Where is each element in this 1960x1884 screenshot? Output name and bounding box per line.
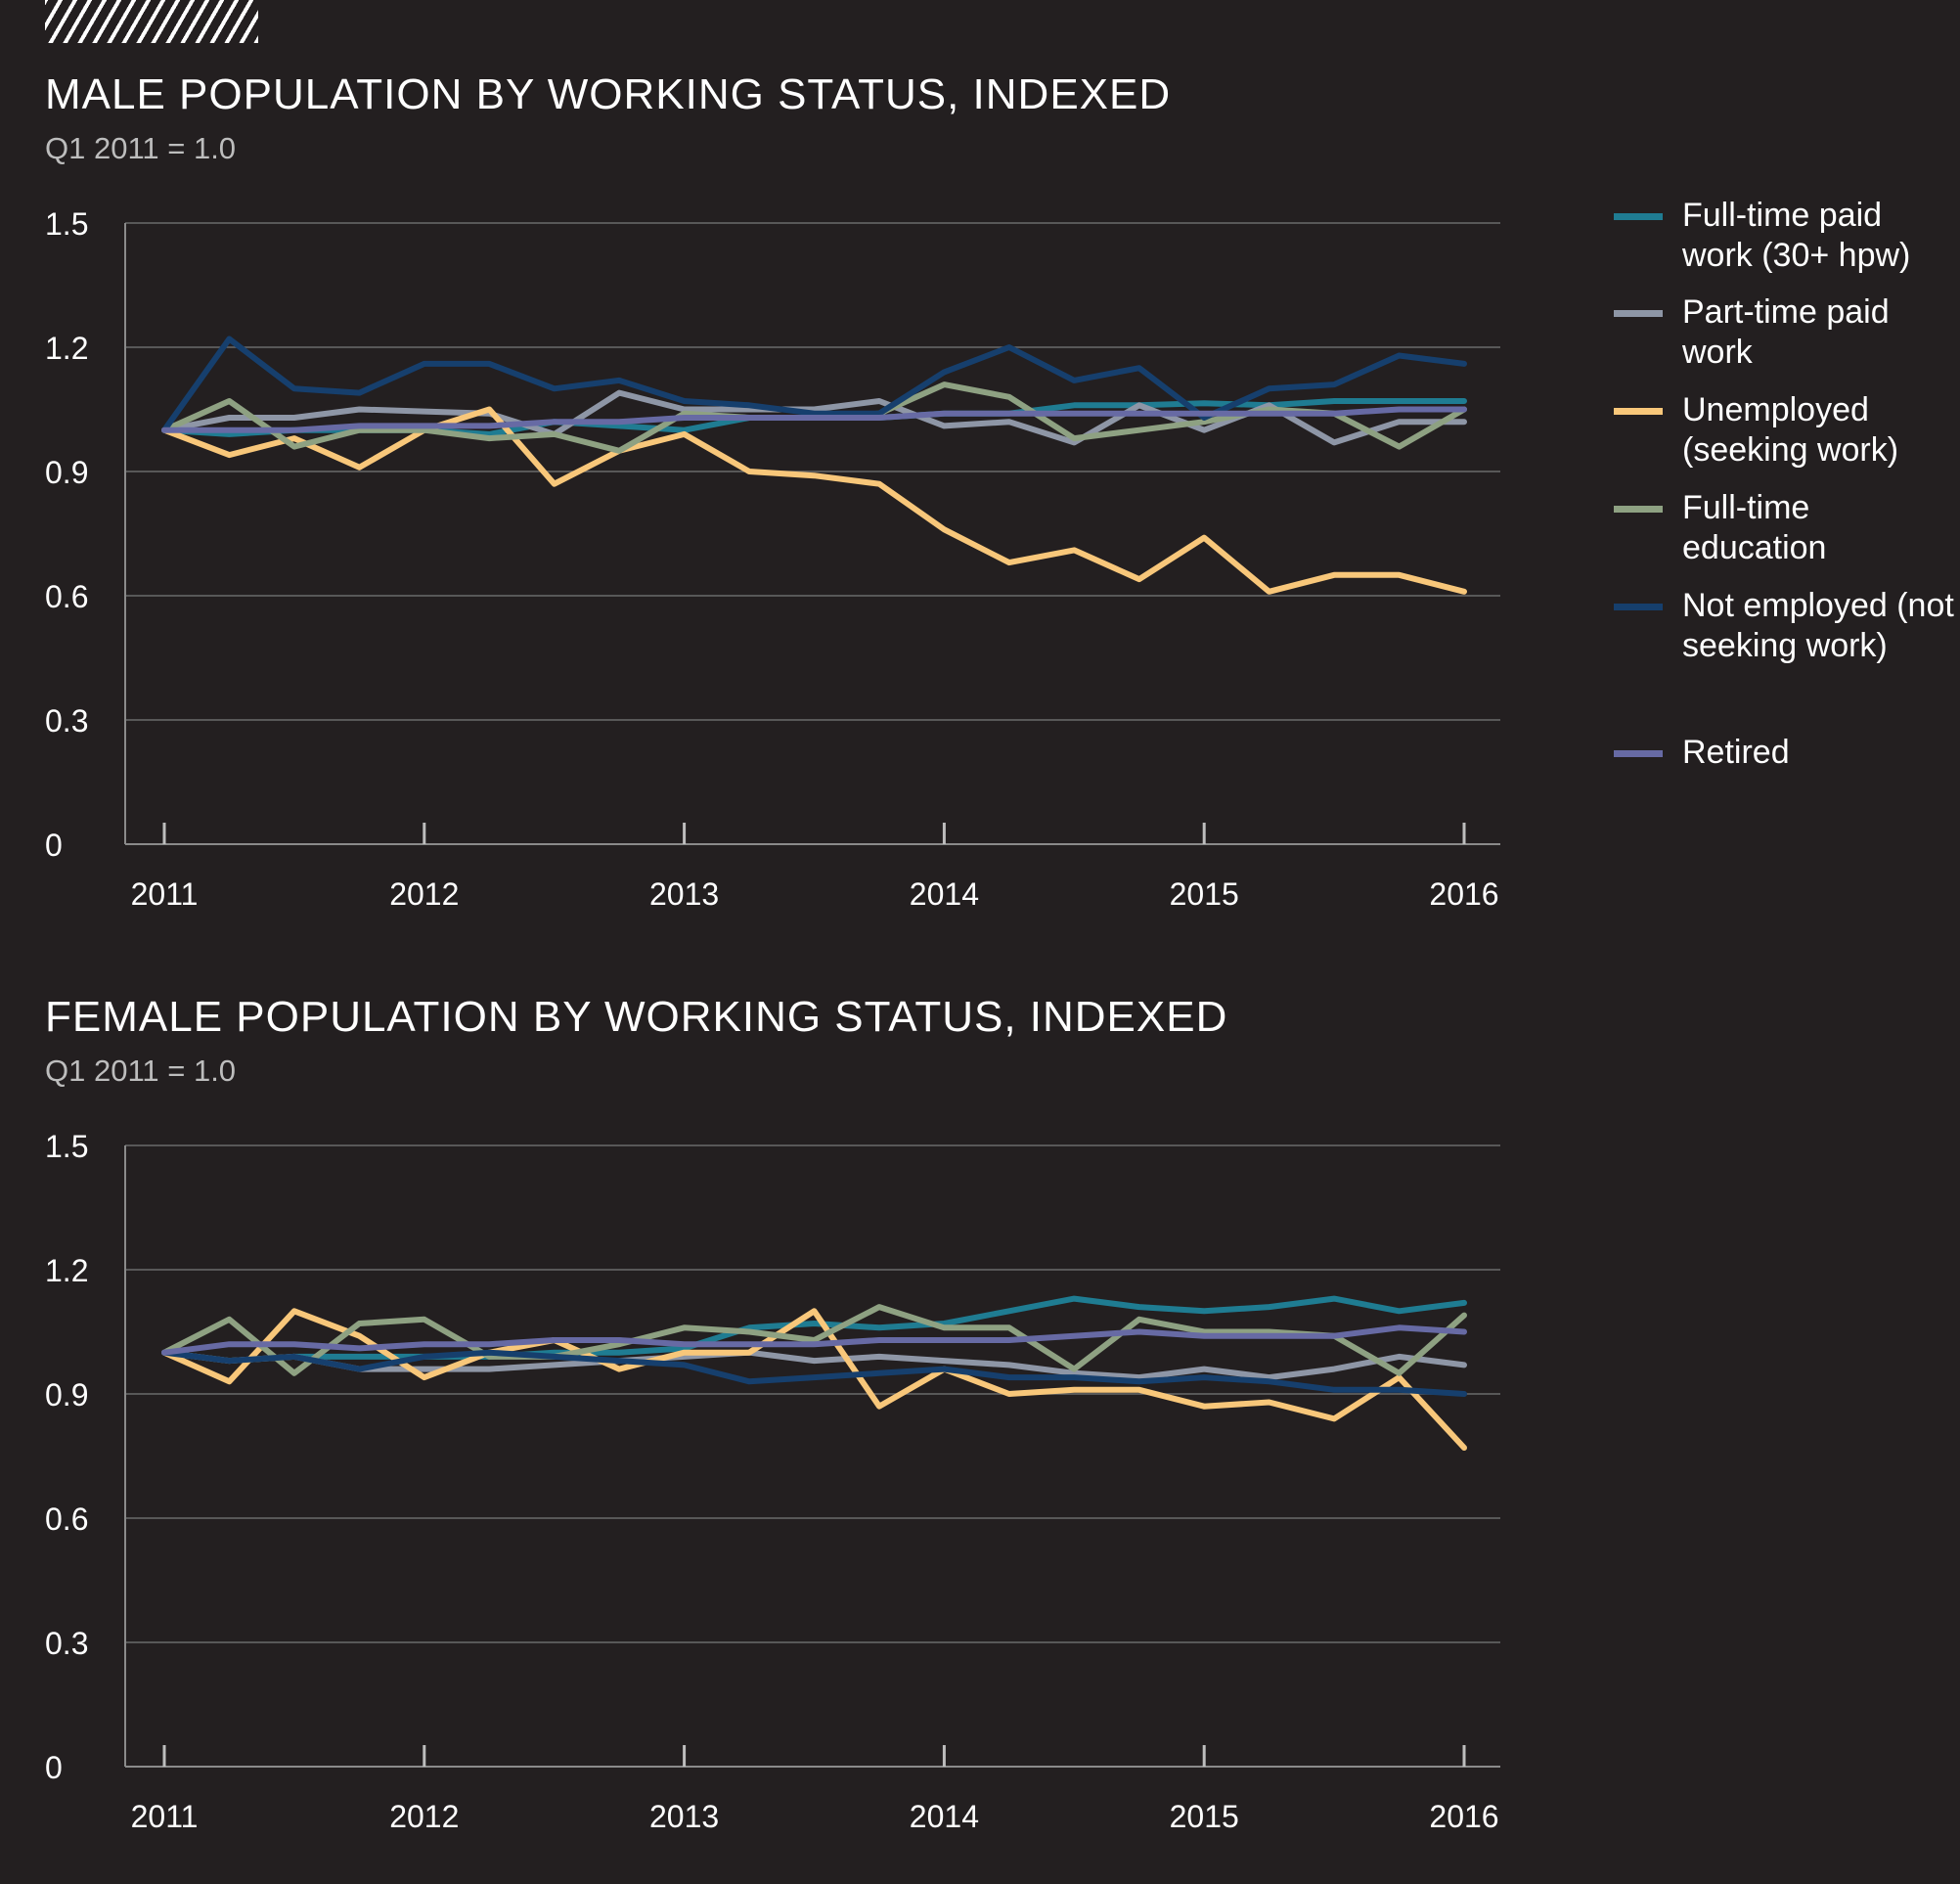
legend-swatch: [1614, 750, 1663, 757]
female-line-chart: 0 0.3 0.6 0.9 1.2 1.5 2011 2012 2013 2014 2015 2016: [45, 1129, 1500, 1834]
y-tick-label: 1.2: [45, 1253, 88, 1288]
legend-item-retired: Retired: [1614, 733, 1956, 782]
legend-item-not-employed: Not employed (not seeking work): [1614, 586, 1956, 733]
x-tick-label: 2015: [1170, 1799, 1239, 1834]
legend-label: Unemployed (seeking work): [1682, 391, 1899, 469]
x-tick-label: 2014: [910, 1799, 979, 1834]
legend-label: Part-time paid work: [1682, 293, 1890, 371]
legend-swatch: [1614, 604, 1663, 610]
y-tick-label: 0.6: [45, 1502, 88, 1537]
legend-item-part-time-paid-work: Part-time paid work: [1614, 292, 1956, 390]
male-line-chart: 0 0.3 0.6 0.9 1.2 1.5 2011 2012 2013 2014 2015 2016: [45, 206, 1500, 912]
decorative-hatch: [45, 0, 258, 43]
series-line-not-employed-not-seeking-work: [161, 336, 1467, 433]
legend: Full-time paid work (30+ hpw) Part-time …: [1614, 196, 1956, 782]
series-line-part-time-paid-work: [161, 1349, 1467, 1381]
x-tick-label: 2011: [131, 876, 199, 912]
y-tick-label: 0: [45, 828, 63, 863]
series-line-unemployed-seeking-work: [161, 406, 1467, 595]
x-tick-label: 2012: [389, 1799, 459, 1834]
x-tick-label: 2012: [389, 876, 459, 912]
series-line-full-time-paid-work-30-hpw: [161, 1295, 1467, 1365]
y-tick-label: 0.3: [45, 1626, 88, 1661]
x-tick-label: 2011: [131, 1799, 199, 1834]
series-line-retired: [161, 406, 1467, 433]
legend-swatch: [1614, 310, 1663, 317]
legend-label: Full-time paid work (30+ hpw): [1682, 197, 1911, 274]
y-tick-label: 0.9: [45, 455, 88, 490]
legend-item-full-time-education: Full-time education: [1614, 488, 1956, 586]
y-tick-label: 0: [45, 1750, 63, 1785]
y-tick-label: 0.3: [45, 703, 88, 739]
legend-swatch: [1614, 506, 1663, 513]
legend-swatch: [1614, 408, 1663, 415]
legend-item-full-time-paid-work: Full-time paid work (30+ hpw): [1614, 196, 1956, 276]
male-chart-subtitle: Q1 2011 = 1.0: [45, 131, 237, 165]
y-tick-label: 0.6: [45, 579, 88, 614]
legend-label: Not employed (not seeking work): [1682, 587, 1954, 664]
x-tick-label: 2013: [649, 1799, 719, 1834]
legend-label: Full-time education: [1682, 489, 1827, 566]
series-line-full-time-education: [161, 1304, 1467, 1376]
x-tick-label: 2016: [1429, 1799, 1498, 1834]
legend-label: Retired: [1682, 734, 1790, 771]
y-tick-label: 1.5: [45, 206, 88, 242]
x-tick-label: 2014: [910, 876, 979, 912]
x-tick-label: 2013: [649, 876, 719, 912]
y-tick-label: 1.2: [45, 331, 88, 366]
female-chart-subtitle: Q1 2011 = 1.0: [45, 1054, 237, 1088]
series-line-retired: [161, 1324, 1467, 1356]
y-tick-label: 1.5: [45, 1129, 88, 1164]
x-tick-label: 2015: [1170, 876, 1239, 912]
series-line-not-employed-not-seeking-work: [161, 1349, 1467, 1397]
y-tick-label: 0.9: [45, 1377, 88, 1413]
male-chart-title: MALE POPULATION BY WORKING STATUS, INDEX…: [45, 70, 1172, 118]
x-tick-label: 2016: [1429, 876, 1498, 912]
female-chart-title: FEMALE POPULATION BY WORKING STATUS, IND…: [45, 993, 1228, 1041]
legend-item-unemployed: Unemployed (seeking work): [1614, 390, 1956, 488]
legend-swatch: [1614, 213, 1663, 220]
